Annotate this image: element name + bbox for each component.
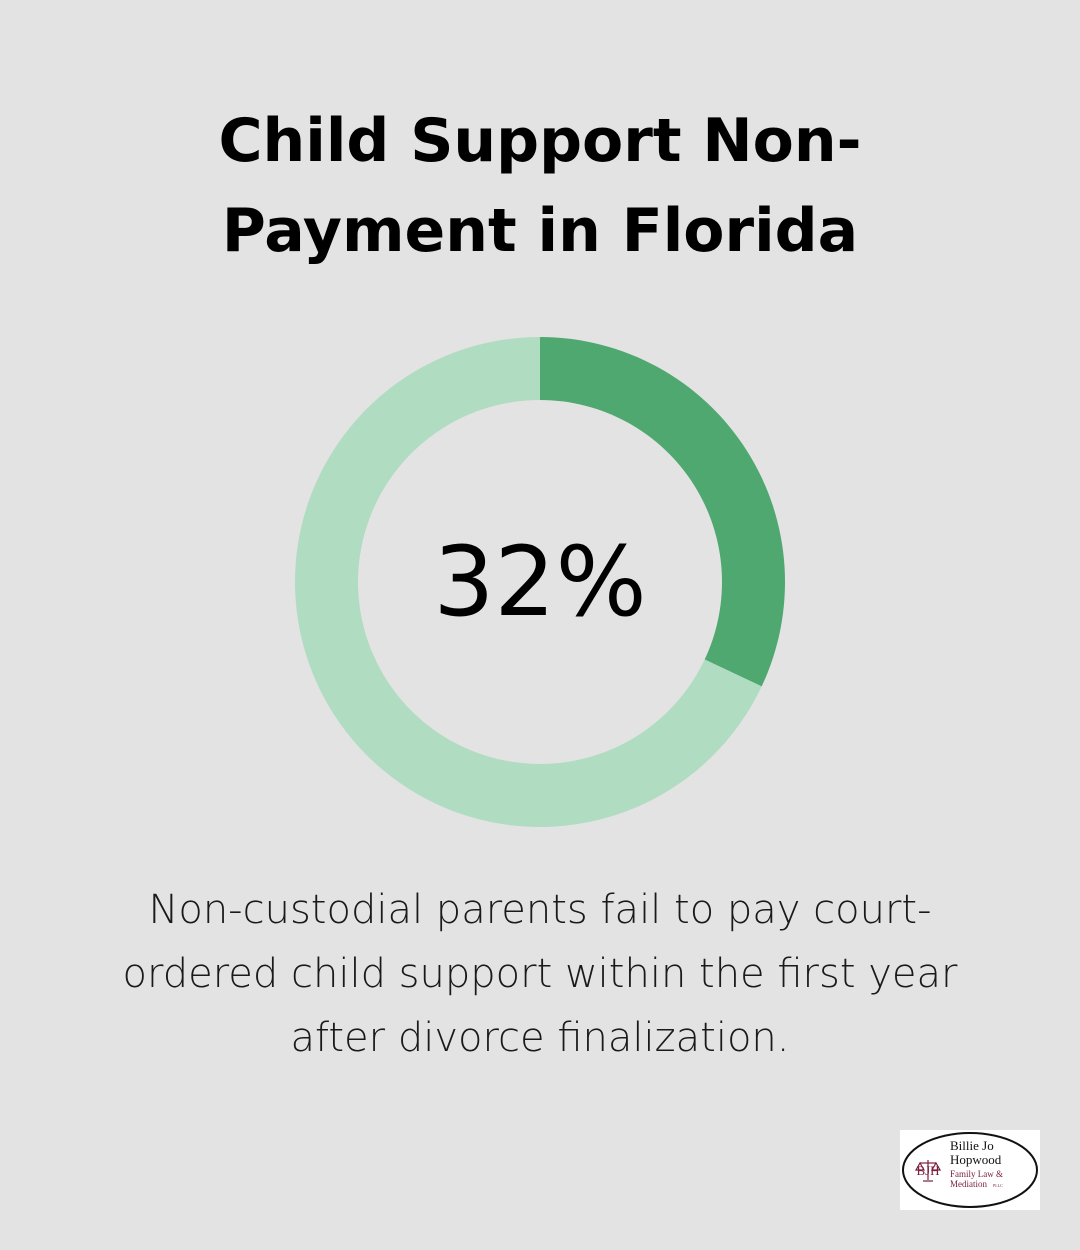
donut-chart: 32% bbox=[290, 332, 790, 832]
logo-suffix: PLLC bbox=[993, 1183, 1003, 1188]
logo-tag-line-2: Mediation bbox=[950, 1179, 987, 1189]
donut-center-value: 32% bbox=[433, 526, 647, 638]
logo-oval bbox=[902, 1132, 1038, 1208]
donut-chart-svg bbox=[295, 337, 785, 827]
description-line-3: after divorce finalization. bbox=[290, 1015, 790, 1061]
description-line-2: ordered child support within the first y… bbox=[122, 951, 958, 997]
logo-name-line-1: Billie Jo bbox=[950, 1138, 994, 1153]
stat-description: Non-custodial parents fail to pay court-… bbox=[60, 878, 1020, 1070]
logo-monogram: BJH bbox=[916, 1163, 939, 1178]
title-line-1: Child Support Non- bbox=[218, 106, 862, 176]
description-line-1: Non-custodial parents fail to pay court- bbox=[148, 887, 932, 933]
title-line-2: Payment in Florida bbox=[221, 196, 859, 266]
scales-of-justice-icon bbox=[914, 1160, 942, 1182]
page-title: Child Support Non- Payment in Florida bbox=[0, 96, 1080, 276]
logo-name-line-2: Hopwood bbox=[950, 1152, 1002, 1167]
donut-slice-value bbox=[540, 337, 785, 687]
firm-logo: BJH Billie Jo Hopwood Family Law & Media… bbox=[900, 1130, 1040, 1210]
firm-logo-graphic: BJH Billie Jo Hopwood Family Law & Media… bbox=[902, 1132, 1038, 1208]
logo-tag-line-1: Family Law & bbox=[950, 1169, 1003, 1179]
